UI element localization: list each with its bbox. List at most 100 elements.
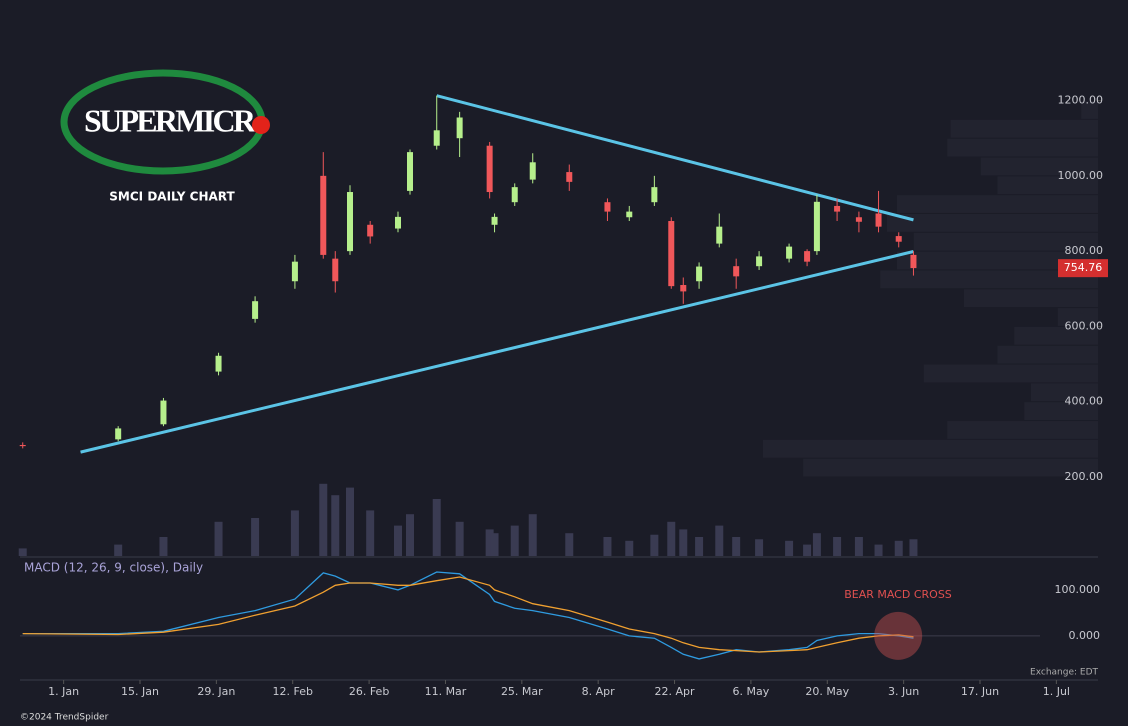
candle-body — [604, 202, 611, 212]
candle-body — [347, 192, 353, 252]
candle-body — [456, 117, 463, 139]
volume-bar — [455, 521, 464, 556]
x-tick-label: 1. Jan — [48, 685, 79, 698]
profile-bar — [763, 439, 1098, 458]
last-price-label: 754.76 — [1064, 261, 1103, 274]
candle-body — [433, 130, 440, 146]
candle-body — [680, 285, 687, 292]
axes: 200.00 400.00 600.00 800.00 1000.00 1200.00 0.… — [20, 94, 1103, 698]
x-tick-label: 15. Jan — [121, 685, 159, 698]
volume-bar — [214, 521, 223, 556]
volume-bar — [603, 537, 612, 556]
candle-body — [320, 175, 327, 255]
volume-bar — [695, 537, 704, 556]
last-price-box — [1058, 259, 1108, 278]
profile-bar — [980, 157, 1098, 176]
logo-text: SUPERMICR — [84, 102, 257, 138]
candle-body — [834, 205, 841, 212]
volume-bar — [394, 525, 402, 556]
x-tick-label: 17. Jun — [961, 685, 999, 698]
volume-bar — [346, 487, 354, 556]
macd-line — [22, 571, 914, 660]
candle-body — [160, 400, 167, 425]
candle-body — [491, 216, 498, 225]
volume-bar — [854, 537, 863, 556]
volume-bar — [406, 514, 414, 556]
candle-body — [813, 201, 820, 252]
volume-bar — [319, 483, 328, 556]
candle-body — [895, 236, 902, 242]
candle-body — [855, 217, 862, 222]
volume-bar — [159, 537, 168, 556]
profile-bar — [947, 138, 1098, 157]
candle-body — [756, 256, 763, 267]
x-tick-label: 25. Mar — [501, 685, 543, 698]
candle-body — [875, 213, 882, 227]
candle-body — [291, 261, 298, 282]
volume-bar — [432, 499, 441, 556]
profile-bar — [913, 232, 1098, 251]
volume-bar — [812, 533, 821, 556]
volume-bar — [785, 540, 794, 556]
profile-bar — [997, 176, 1098, 195]
volume-bar — [366, 510, 375, 556]
candle-body — [651, 187, 658, 203]
volume-bar — [485, 529, 494, 556]
candle-body — [367, 224, 374, 237]
x-tick-label: 20. May — [805, 685, 849, 698]
x-tick-label: 12. Feb — [272, 685, 312, 698]
macd-tick-label: 100.000 — [1055, 583, 1101, 596]
y-tick-label: 200.00 — [1065, 470, 1104, 483]
trendline — [436, 94, 914, 222]
candle-body — [804, 251, 811, 262]
x-tick-label: 11. Mar — [425, 685, 467, 698]
y-tick-label: 400.00 — [1065, 395, 1104, 408]
profile-bar — [880, 270, 1098, 289]
profile-bar — [947, 421, 1098, 439]
volume-bar — [803, 544, 812, 556]
volume-bar — [490, 533, 499, 556]
volume-bar — [894, 540, 903, 556]
candle-body — [395, 216, 401, 229]
volume-bar — [667, 521, 676, 556]
candle-body — [786, 246, 793, 259]
volume-bar — [18, 548, 27, 556]
macd-tick-label: 0.000 — [1069, 629, 1101, 642]
x-tick-label: 22. Apr — [655, 685, 695, 698]
profile-bar — [1081, 101, 1098, 119]
profile-bar — [897, 251, 1098, 270]
profile-bar — [997, 345, 1098, 364]
chart-title: SMCI DAILY CHART — [109, 190, 235, 204]
profile-bar — [950, 119, 1098, 138]
annotation: BEAR MACD CROSS — [844, 588, 952, 601]
cross-highlight — [874, 611, 923, 660]
candle-body — [252, 301, 259, 319]
volume-bar — [528, 514, 537, 556]
candle-body — [511, 187, 518, 203]
x-tick-label: 8. Apr — [582, 685, 615, 698]
volume-profile — [763, 101, 1098, 477]
y-tick-label: 800.00 — [1065, 244, 1104, 257]
volume-bar — [755, 539, 764, 556]
candle-body — [733, 266, 740, 277]
profile-bar — [964, 289, 1098, 308]
volume-bar — [114, 544, 123, 556]
x-tick-label: 1. Jul — [1043, 685, 1070, 698]
volume-bar — [732, 537, 741, 556]
volume-bar — [650, 534, 659, 556]
candle-body — [332, 258, 339, 282]
profile-bar — [1031, 383, 1098, 402]
y-tick-label: 1200.00 — [1058, 94, 1104, 107]
macd-line — [22, 576, 914, 653]
exchange-label: Exchange: EDT — [1030, 668, 1098, 678]
candle-body — [910, 254, 917, 269]
candle-body — [115, 428, 122, 440]
candle-body — [19, 444, 26, 447]
volume-bar — [625, 540, 634, 556]
volume-bar — [874, 544, 883, 556]
profile-bar — [803, 458, 1098, 477]
candle-body — [529, 162, 536, 180]
volume-bar — [679, 529, 688, 556]
candle-body — [566, 172, 573, 182]
